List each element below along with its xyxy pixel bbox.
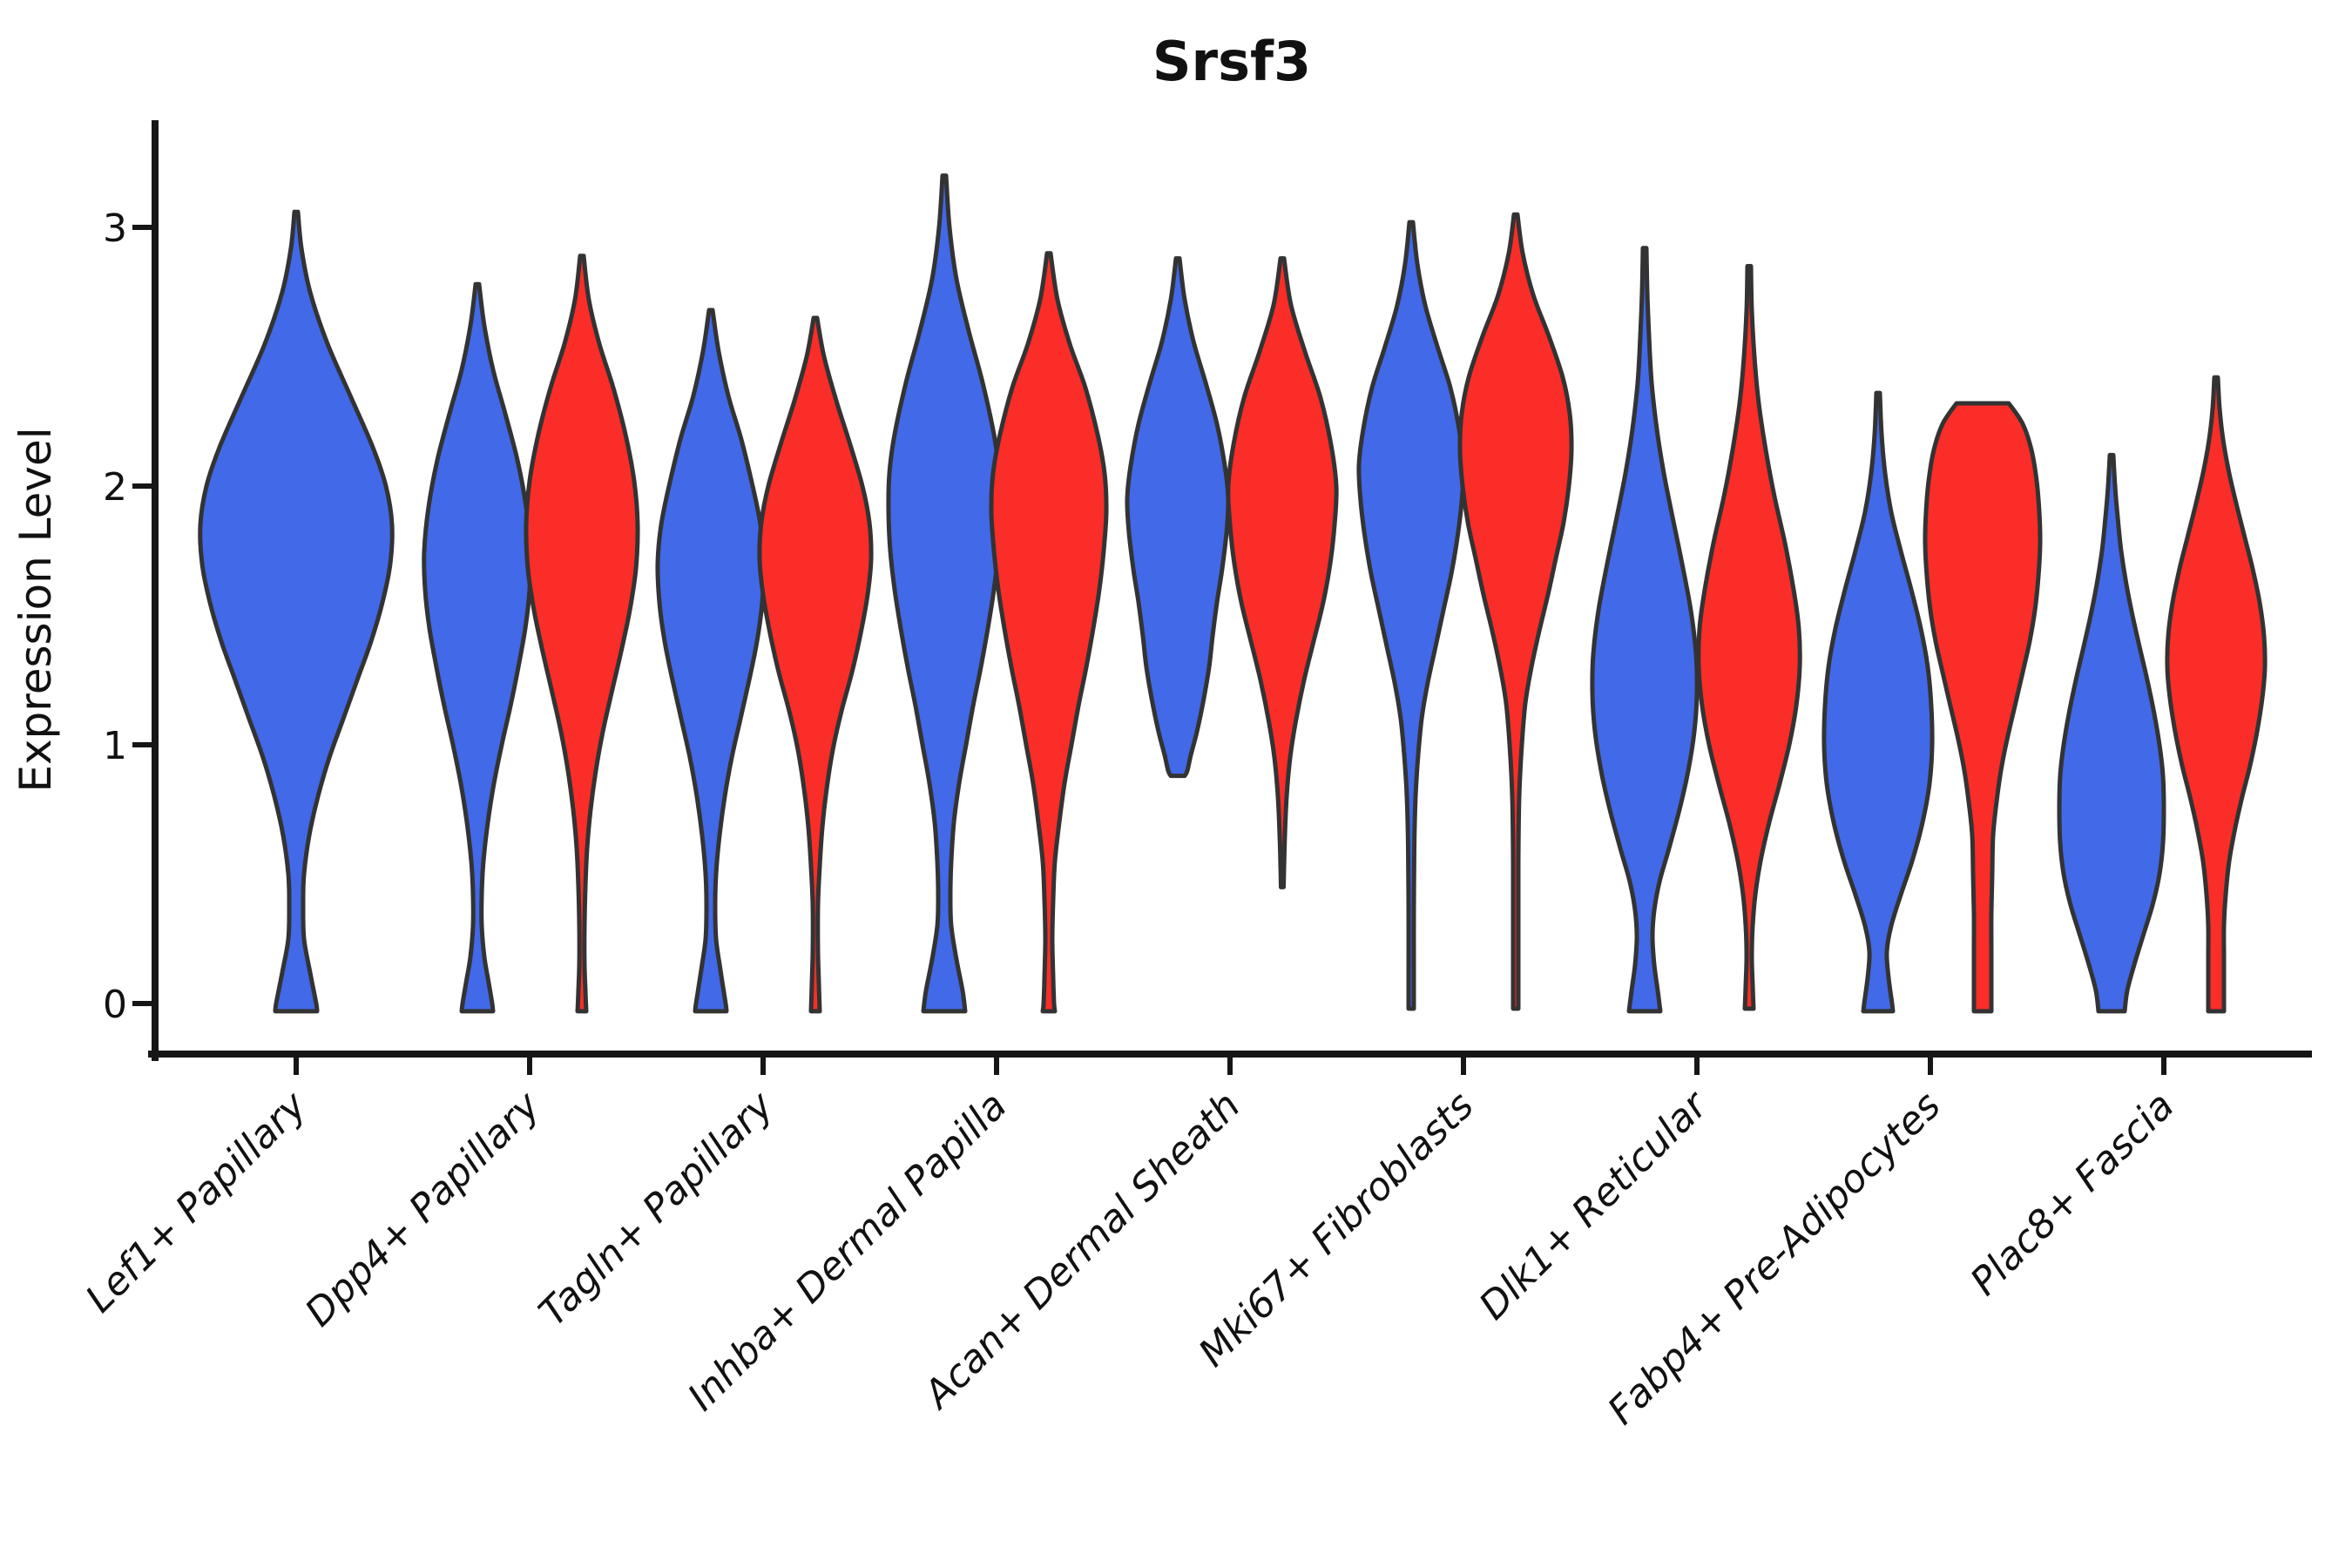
x-tick-label-dlk1-reticular: Dlk1+ Reticular [1470,1082,1717,1328]
y-tick-label-3: 3 [103,206,127,251]
violin-acan-dermal-sheath-red [1226,256,1339,889]
y-tick-label-1: 1 [103,724,127,768]
violin-tagln-papillary-blue [655,308,767,1014]
violin-inhba-dermal-papilla-red [989,251,1109,1014]
x-tick-label-plac8-fascia: Plac8+ Fascia [1962,1084,2182,1304]
violins-layer [198,173,2268,1014]
violin-fabp4-pre-adipocytes-blue [1821,390,1935,1014]
violin-dpp4-papillary-red [524,253,640,1014]
violin-mki67-fibroblasts-red [1457,212,1574,1011]
violin-fabp4-pre-adipocytes-red [1923,401,2043,1014]
violin-dpp4-papillary-blue [422,281,533,1014]
x-tick-label-tagln-papillary: Tagln+ Papillary [531,1083,782,1335]
plot-title: Srsf3 [1152,30,1311,93]
y-axis-ticks: 0 1 2 3 [103,206,155,1027]
violin-plac8-fascia-red [2165,375,2268,1014]
x-tick-label-lef1-papillary: Lef1+ Papillary [78,1083,316,1321]
violin-tagln-papillary-red [757,315,874,1014]
violin-lef1-papillary-blue [198,209,395,1014]
y-tick-label-2: 2 [103,465,127,510]
violin-dlk1-reticular-red [1696,264,1802,1011]
violin-inhba-dermal-papilla-blue [886,173,1003,1014]
violin-acan-dermal-sheath-blue [1125,256,1231,779]
violin-mki67-fibroblasts-blue [1356,220,1466,1011]
y-tick-label-0: 0 [103,983,127,1027]
violin-plac8-fascia-blue [2057,452,2166,1014]
x-tick-label-dpp4-papillary: Dpp4+ Papillary [297,1083,550,1335]
y-axis-label: Expression Level [10,427,61,792]
violin-dlk1-reticular-blue [1590,246,1700,1014]
